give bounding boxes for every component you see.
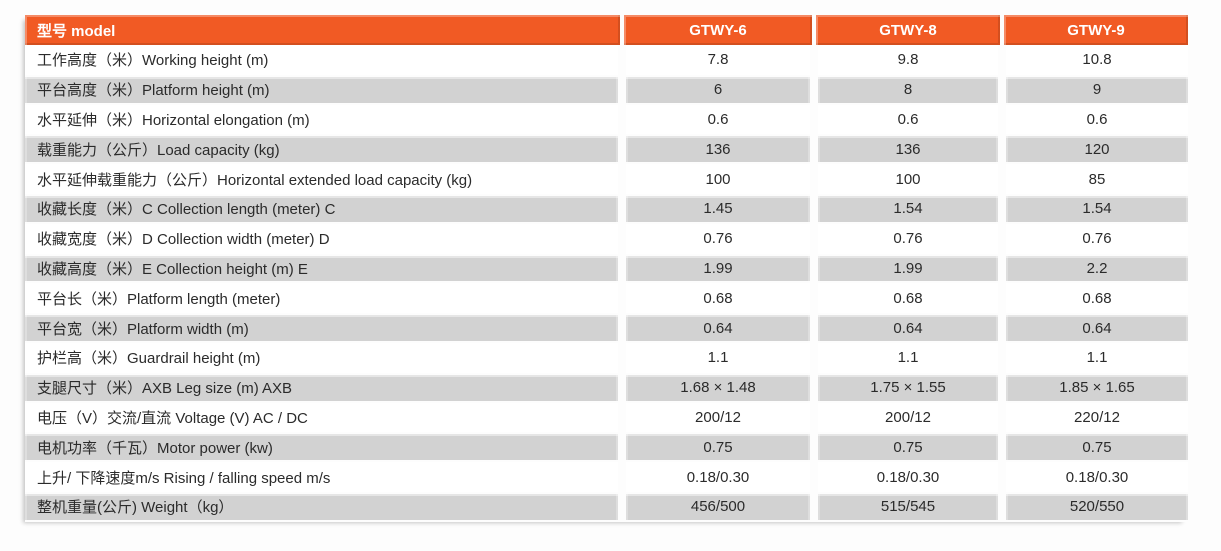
value-cell: 136 [818, 136, 998, 163]
table-row: 水平延伸载重能力（公斤）Horizontal extended load cap… [25, 164, 1188, 194]
table-row: 护栏高（米）Guardrail height (m) 1.1 1.1 1.1 [25, 342, 1188, 373]
row-label: 支腿尺寸（米）AXB Leg size (m) AXB [25, 374, 618, 401]
header-cell-gtwy-6: GTWY-6 [624, 15, 812, 45]
value-cell: 0.75 [1006, 434, 1188, 461]
value-cell: 6 [626, 76, 810, 103]
value-cell: 1.85 × 1.65 [1006, 374, 1188, 401]
value-cell: 0.18/0.30 [1006, 462, 1188, 492]
value-cell: 0.75 [818, 434, 998, 461]
row-label: 电机功率（千瓦）Motor power (kw) [25, 434, 618, 461]
value-cell: 136 [626, 136, 810, 163]
value-cell: 520/550 [1006, 493, 1188, 520]
value-cell: 1.45 [626, 195, 810, 222]
row-label: 电压（V）交流/直流 Voltage (V) AC / DC [25, 402, 618, 433]
spec-table: 型号 model GTWY-6 GTWY-8 GTWY-9 工作高度（米）Worki… [25, 15, 1188, 522]
value-cell: 220/12 [1006, 402, 1188, 433]
value-cell: 0.68 [1006, 283, 1188, 314]
table-row: 上升/ 下降速度m/s Rising / falling speed m/s 0.… [25, 462, 1188, 492]
row-label: 整机重量(公斤) Weight（kg） [25, 493, 618, 520]
row-label: 平台宽（米）Platform width (m) [25, 315, 618, 341]
value-cell: 1.1 [1006, 342, 1188, 373]
value-cell: 0.6 [1006, 104, 1188, 135]
table-row: 电压（V）交流/直流 Voltage (V) AC / DC 200/12 200/… [25, 402, 1188, 433]
value-cell: 1.1 [626, 342, 810, 373]
table-row: 平台高度（米）Platform height (m) 6 8 9 [25, 75, 1188, 105]
header-cell-model: 型号 model [25, 15, 620, 45]
value-cell: 0.6 [626, 104, 810, 135]
value-cell: 1.54 [1006, 195, 1188, 222]
row-label: 水平延伸载重能力（公斤）Horizontal extended load cap… [25, 164, 618, 194]
value-cell: 0.18/0.30 [818, 462, 998, 492]
header-row: 型号 model GTWY-6 GTWY-8 GTWY-9 [25, 15, 1188, 45]
table-row: 平台长（米）Platform length (meter) 0.68 0.68 0.6… [25, 283, 1188, 314]
value-cell: 0.76 [626, 223, 810, 254]
row-label: 平台高度（米）Platform height (m) [25, 76, 618, 103]
value-cell: 0.64 [1006, 315, 1188, 341]
table-row: 工作高度（米）Working height (m) 7.8 9.8 10.8 [25, 45, 1188, 75]
value-cell: 0.64 [818, 315, 998, 341]
row-label: 收藏宽度（米）D Collection width (meter) D [25, 223, 618, 254]
value-cell: 0.76 [1006, 223, 1188, 254]
table-row: 收藏长度（米）C Collection length (meter) C 1.45… [25, 194, 1188, 224]
table-row: 电机功率（千瓦）Motor power (kw) 0.75 0.75 0.75 [25, 432, 1188, 462]
value-cell: 1.99 [626, 255, 810, 282]
value-cell: 100 [626, 164, 810, 194]
value-cell: 200/12 [818, 402, 998, 433]
row-label: 载重能力（公斤）Load capacity (kg) [25, 136, 618, 163]
value-cell: 9.8 [818, 45, 998, 75]
row-label: 工作高度（米）Working height (m) [25, 45, 618, 75]
value-cell: 0.76 [818, 223, 998, 254]
row-label: 护栏高（米）Guardrail height (m) [25, 342, 618, 373]
value-cell: 456/500 [626, 493, 810, 520]
header-cell-gtwy-9: GTWY-9 [1004, 15, 1188, 45]
value-cell: 1.68 × 1.48 [626, 374, 810, 401]
table-row: 载重能力（公斤）Load capacity (kg) 136 136 120 [25, 134, 1188, 164]
value-cell: 120 [1006, 136, 1188, 163]
value-cell: 0.64 [626, 315, 810, 341]
value-cell: 9 [1006, 76, 1188, 103]
value-cell: 1.1 [818, 342, 998, 373]
value-cell: 515/545 [818, 493, 998, 520]
value-cell: 200/12 [626, 402, 810, 433]
table-row: 平台宽（米）Platform width (m) 0.64 0.64 0.64 [25, 313, 1188, 343]
value-cell: 0.75 [626, 434, 810, 461]
table-row: 支腿尺寸（米）AXB Leg size (m) AXB 1.68 × 1.48 1.… [25, 373, 1188, 403]
value-cell: 7.8 [626, 45, 810, 75]
row-label: 上升/ 下降速度m/s Rising / falling speed m/s [25, 462, 618, 492]
table-row: 收藏高度（米）E Collection height (m) E 1.99 1.99… [25, 254, 1188, 284]
table-row: 整机重量(公斤) Weight（kg） 456/500 515/545 520/550 [25, 492, 1188, 522]
value-cell: 0.68 [626, 283, 810, 314]
value-cell: 0.18/0.30 [626, 462, 810, 492]
row-label: 收藏长度（米）C Collection length (meter) C [25, 195, 618, 222]
value-cell: 10.8 [1006, 45, 1188, 75]
table-body: 工作高度（米）Working height (m) 7.8 9.8 10.8 平台高度（… [25, 45, 1188, 522]
value-cell: 100 [818, 164, 998, 194]
table-row: 水平延伸（米）Horizontal elongation (m) 0.6 0.6 0.… [25, 104, 1188, 135]
value-cell: 8 [818, 76, 998, 103]
header-cell-gtwy-8: GTWY-8 [816, 15, 1000, 45]
row-label: 水平延伸（米）Horizontal elongation (m) [25, 104, 618, 135]
value-cell: 0.6 [818, 104, 998, 135]
value-cell: 1.75 × 1.55 [818, 374, 998, 401]
row-label: 平台长（米）Platform length (meter) [25, 283, 618, 314]
row-label: 收藏高度（米）E Collection height (m) E [25, 255, 618, 282]
value-cell: 2.2 [1006, 255, 1188, 282]
value-cell: 1.99 [818, 255, 998, 282]
value-cell: 85 [1006, 164, 1188, 194]
value-cell: 0.68 [818, 283, 998, 314]
value-cell: 1.54 [818, 195, 998, 222]
table-row: 收藏宽度（米）D Collection width (meter) D 0.76 0… [25, 223, 1188, 254]
